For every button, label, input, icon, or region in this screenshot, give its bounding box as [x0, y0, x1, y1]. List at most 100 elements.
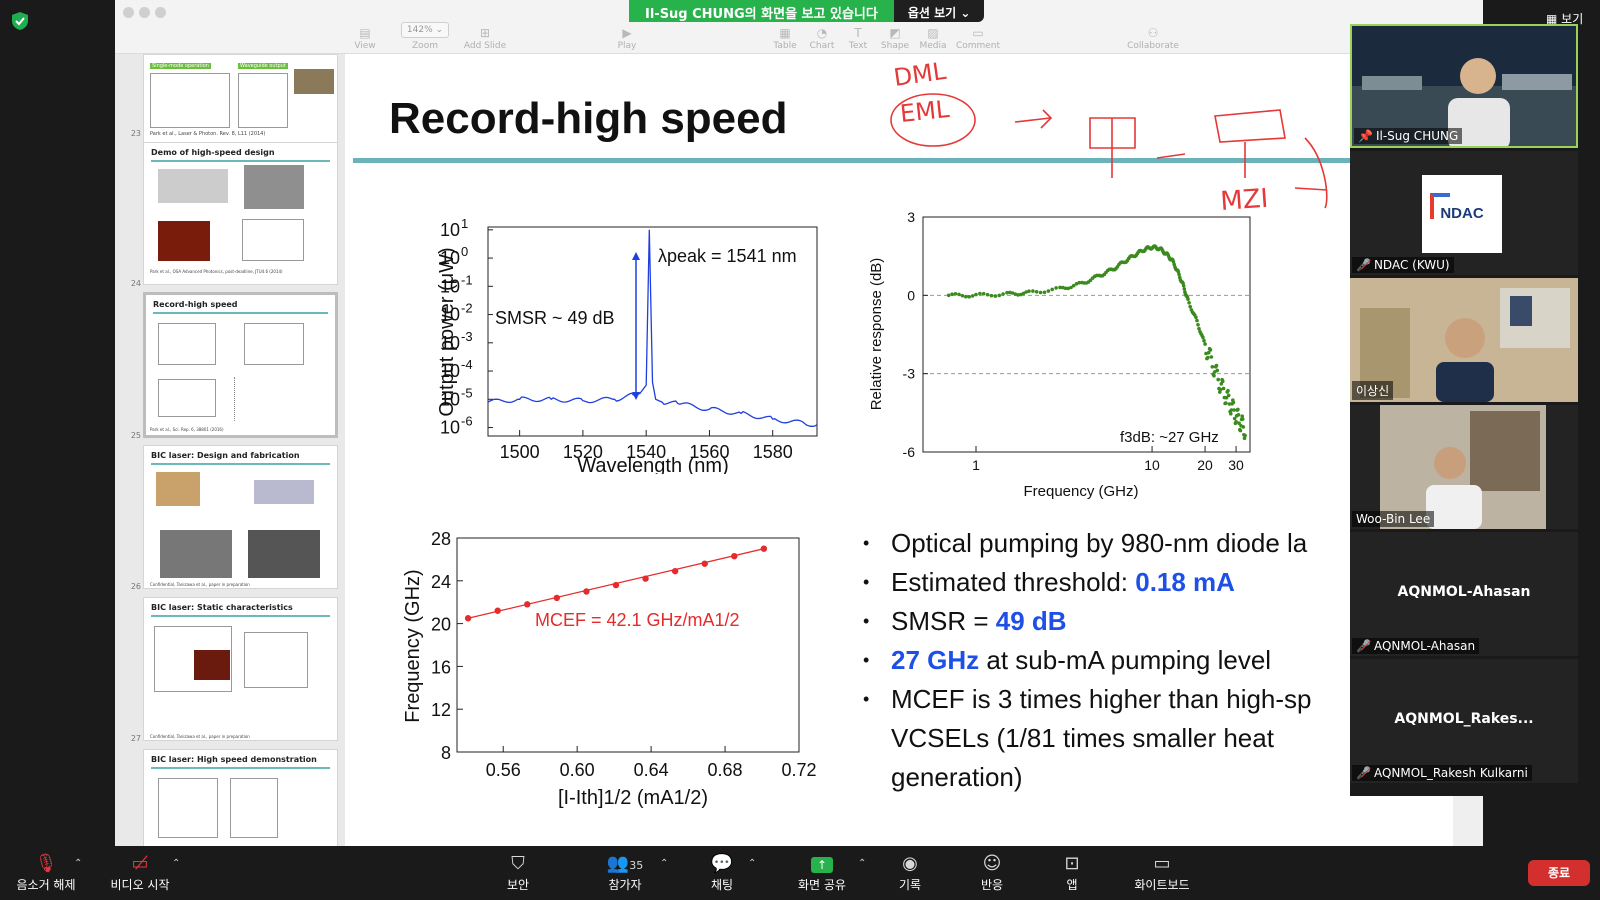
close-window-button[interactable] [123, 7, 134, 18]
chart-icon: ◔ [816, 26, 828, 40]
toolbar-add-slide[interactable]: Add Slide [463, 41, 507, 51]
thumb-sem-image [160, 530, 232, 578]
video-options-caret[interactable]: ⌃ [172, 858, 181, 869]
video-off-icon: ▭̸ [131, 853, 149, 874]
slide-thumbnail-25[interactable]: Record-high speed Park et al., Sci. Rep.… [143, 292, 338, 438]
slide-thumbnail-28[interactable]: BIC laser: High speed demonstration [143, 749, 338, 846]
response-data-point [1050, 287, 1054, 292]
apps-button[interactable]: ⊡ 앱 [1052, 852, 1092, 893]
participant-name: AQNMOL_Rakesh Kulkarni [1373, 766, 1528, 780]
y-tick-exponent: -2 [461, 301, 473, 316]
unmute-label: 음소거 해제 [16, 878, 76, 892]
maximize-window-button[interactable] [155, 7, 166, 18]
chat-button[interactable]: 💬 채팅 [702, 852, 742, 893]
view-options-button[interactable]: 옵션 보기 ⌄ [893, 0, 985, 22]
unmute-button[interactable]: 🎙 음소거 해제 [14, 852, 78, 893]
toolbar-play[interactable]: Play [617, 41, 637, 51]
participant-tile[interactable]: AQNMOL_Rakes... 🎤̸ AQNMOL_Rakesh Kulkarni [1350, 659, 1578, 783]
ink-circle [890, 93, 976, 147]
slide-thumbnail-24[interactable]: Demo of high-speed design Park et al., O… [143, 142, 338, 285]
participant-tile[interactable]: Woo-Bin Lee [1350, 405, 1578, 529]
response-data-point [953, 292, 958, 296]
share-screen-button[interactable]: ↑ 화면 공유 [794, 852, 850, 893]
start-video-button[interactable]: ▭̸ 비디오 시작 [106, 852, 174, 893]
y-tick-label: 10 [440, 361, 460, 381]
reactions-button[interactable]: ☺ 반응 [972, 852, 1012, 893]
thumb-plot [150, 73, 230, 128]
participants-options-caret[interactable]: ⌃ [660, 858, 669, 869]
participant-tile-active-speaker[interactable]: 📌 Il-Sug CHUNG [1350, 24, 1578, 148]
mcef-x-label: [I-Ith]1/2 (mA1/2) [558, 787, 708, 809]
thumb-plot [244, 632, 308, 688]
audio-options-caret[interactable]: ⌃ [74, 858, 83, 869]
f3db-annotation: f3dB: ~27 GHz [1120, 429, 1219, 446]
x-tick-label: 1540 [626, 442, 666, 462]
view-button[interactable]: ▦ 보기 [1546, 12, 1584, 26]
comment-icon: ▭ [972, 26, 984, 40]
thumb-label: Waveguide output [238, 63, 288, 69]
record-button[interactable]: ◉ 기록 [890, 852, 930, 893]
ink-line [1294, 187, 1328, 191]
mcef-chart: 28 24 20 16 12 8 0.56 0.60 0.64 0.68 0.72 [I-Ith]… [402, 529, 817, 809]
response-data-point [1034, 290, 1039, 294]
zoom-select[interactable]: 142% ⌄ [401, 22, 449, 38]
response-data-point [1054, 286, 1058, 290]
participants-button[interactable]: 👥35 참가자 [598, 852, 652, 893]
response-data-point [1206, 355, 1210, 360]
participant-tile[interactable]: AQNMOL-Ahasan 🎤̸ AQNMOL-Ahasan [1350, 532, 1578, 656]
response-data-point [1243, 433, 1247, 438]
slide-navigator[interactable]: 23 Single-mode operation Waveguide outpu… [115, 54, 345, 846]
toolbar-chart[interactable]: Chart [809, 41, 835, 51]
participant-name: AQNMOL-Ahasan [1373, 639, 1476, 653]
share-options-caret[interactable]: ⌃ [858, 858, 867, 869]
toolbar-collaborate[interactable]: Collaborate [1127, 41, 1179, 51]
slide-thumbnail-26[interactable]: BIC laser: Design and fabrication Confid… [143, 445, 338, 589]
end-meeting-button[interactable]: 종료 [1528, 860, 1590, 886]
response-data-point [1236, 407, 1240, 412]
toolbar-zoom[interactable]: Zoom [412, 41, 438, 51]
mcef-data-point [583, 588, 590, 595]
bullet-text: Estimated threshold: [891, 567, 1136, 597]
participants-label: 참가자 [608, 878, 642, 892]
response-data-point [964, 294, 968, 299]
toolbar-table[interactable]: Table [773, 41, 797, 51]
response-data-point [1018, 292, 1023, 297]
toolbar-media[interactable]: Media [919, 41, 947, 51]
peak-annotation: λpeak = 1541 nm [658, 246, 797, 266]
chat-options-caret[interactable]: ⌃ [748, 858, 757, 869]
y-tick-exponent: -1 [461, 272, 473, 287]
mcef-data-point [553, 594, 561, 602]
ink-sketch-1 [1089, 117, 1136, 178]
apps-label: 앱 [1066, 878, 1078, 892]
y-tick-label: 24 [431, 572, 451, 592]
toolbar-text[interactable]: Text [848, 41, 868, 51]
slide-number: 25 [130, 431, 141, 440]
slide-title: Record-high speed [389, 94, 788, 143]
response-data-point [978, 291, 982, 296]
add-slide-icon: ⊞ [479, 26, 491, 40]
share-screen-label: 화면 공유 [798, 878, 846, 892]
y-tick-label: 10 [440, 333, 460, 353]
x-tick-label: 1580 [753, 442, 793, 462]
response-data-point [1016, 293, 1020, 297]
participant-tile[interactable]: 이상신 [1350, 278, 1578, 402]
toolbar-comment[interactable]: Comment [955, 41, 1001, 51]
toolbar-shape[interactable]: Shape [880, 41, 910, 51]
toolbar-view[interactable]: View [354, 41, 376, 51]
response-data-point [1027, 289, 1031, 293]
slide-canvas[interactable]: Record-high speed 10 1 10 0 10 -1 10 -2 10 -3 10 -4… [345, 54, 1453, 846]
y-tick-label: -6 [903, 444, 916, 460]
view-options-label: 옵션 보기 [907, 6, 957, 20]
response-data-point [1231, 400, 1236, 405]
participant-tile[interactable]: NDAC 🎤̸ NDAC (KWU) [1350, 151, 1578, 275]
x-tick-label: 0.68 [708, 760, 743, 780]
encryption-shield-icon[interactable] [12, 12, 28, 30]
response-data-point [1066, 286, 1070, 291]
minimize-window-button[interactable] [139, 7, 150, 18]
thumb-plot [154, 626, 232, 692]
security-button[interactable]: ⛉ 보안 [496, 852, 540, 893]
slide-thumbnail-27[interactable]: BIC laser: Static characteristics Confid… [143, 597, 338, 741]
whiteboard-button[interactable]: ▭ 화이트보드 [1130, 852, 1194, 893]
thumb-plot [238, 73, 288, 128]
